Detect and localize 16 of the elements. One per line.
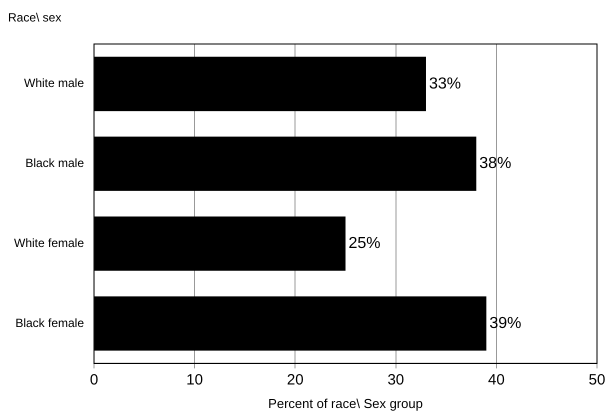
y-tick-label: Black male — [25, 156, 84, 170]
y-tick-label: White male — [24, 76, 84, 90]
x-tick-label: 10 — [186, 372, 203, 389]
x-tick-label: 50 — [588, 372, 606, 389]
x-tick-label: 40 — [488, 372, 505, 389]
data-label: 25% — [348, 235, 381, 252]
y-axis-title: Race\ sex — [8, 10, 62, 24]
data-label: 39% — [489, 314, 522, 332]
x-axis-title: Percent of race\ Sex group — [268, 396, 423, 411]
data-label: 38% — [479, 155, 512, 172]
data-label: 33% — [428, 75, 462, 92]
y-tick-label: Black female — [15, 316, 84, 330]
y-tick-label: White female — [14, 236, 84, 250]
x-tick-label: 20 — [286, 372, 304, 389]
x-tick-label: 30 — [387, 372, 404, 389]
x-tick-label: 0 — [90, 372, 98, 389]
